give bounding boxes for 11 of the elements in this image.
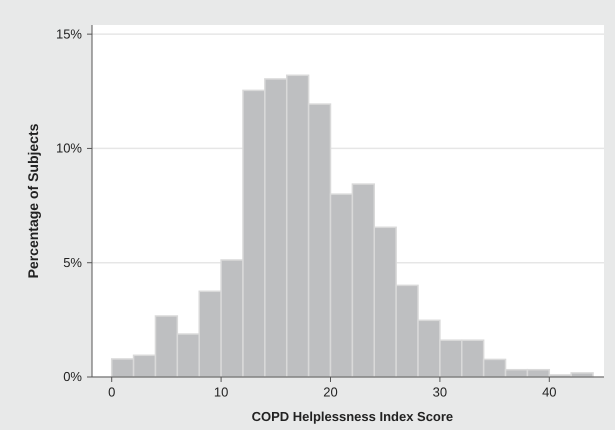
x-axis-title: COPD Helplessness Index Score [252, 409, 454, 424]
x-tick-label: 20 [323, 384, 338, 400]
x-tick-label: 40 [542, 384, 557, 400]
y-tick-label: 0% [63, 369, 82, 384]
x-tick-label: 10 [214, 384, 228, 400]
x-tick-label: 30 [432, 384, 448, 400]
y-tick-label: 15% [56, 26, 82, 42]
y-axis-title: Percentage of Subjects [25, 123, 41, 278]
y-tick-label: 10% [56, 140, 82, 156]
x-tick-label: 0 [108, 384, 116, 400]
y-tick-label: 5% [63, 254, 82, 270]
